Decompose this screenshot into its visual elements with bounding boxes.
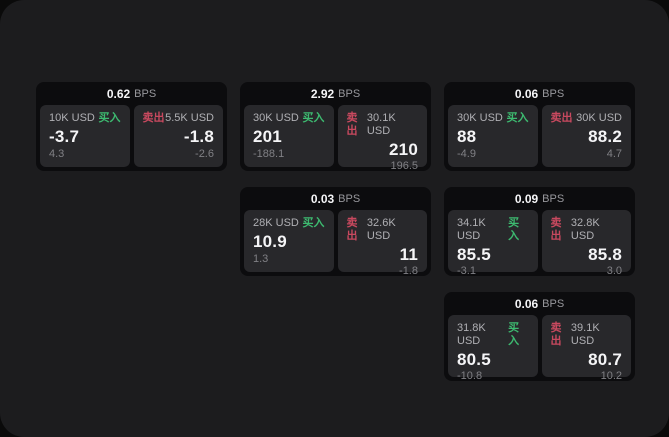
sell-price: 210: [389, 140, 418, 159]
bps-value: 2.92: [310, 86, 335, 101]
bps-header: 0.06 BPS: [448, 292, 631, 315]
sell-pane[interactable]: 卖出 30.1K USD 210 196.5: [337, 105, 427, 172]
buy-notional: 10K USD: [49, 112, 95, 124]
sell-price: -1.8: [183, 127, 214, 146]
sell-pane[interactable]: 卖出 30K USD 88.2 4.7: [541, 105, 631, 167]
sell-label: 卖出: [346, 217, 358, 242]
buy-label: 买入: [302, 112, 325, 124]
buy-delta: 1.3: [253, 253, 269, 265]
sell-label: 卖出: [346, 112, 358, 137]
bps-header: 0.03 BPS: [244, 187, 427, 210]
sell-price: 80.7: [588, 350, 622, 369]
buy-pane[interactable]: 34.1K USD 买入 85.5 -3.1: [448, 210, 538, 277]
bps-header: 2.92 BPS: [244, 82, 427, 105]
quote-card: 0.09 BPS 34.1K USD 买入 85.5 -3.1 卖出 32.8K…: [444, 187, 635, 277]
quote-card: 0.06 BPS 30K USD 买入 88 -4.9 卖出 30K USD 8…: [444, 82, 635, 171]
bps-unit-label: BPS: [542, 192, 565, 205]
buy-delta: -10.8: [457, 370, 483, 382]
sell-notional: 30.1K USD: [366, 112, 396, 137]
buy-label: 买入: [508, 217, 520, 242]
sell-label: 卖出: [550, 217, 562, 242]
sell-label: 卖出: [142, 112, 165, 124]
buy-delta: -188.1: [253, 148, 285, 160]
quote-card: 2.92 BPS 30K USD 买入 201 -188.1 卖出 30.1K …: [240, 82, 431, 172]
buy-label: 买入: [98, 112, 121, 124]
buy-pane[interactable]: 31.8K USD 买入 80.5 -10.8: [448, 315, 538, 382]
bps-unit-label: BPS: [542, 87, 565, 100]
sell-notional: 30K USD: [576, 112, 622, 124]
buy-delta: -4.9: [457, 148, 476, 160]
sell-pane[interactable]: 卖出 32.8K USD 85.8 3.0: [541, 210, 631, 277]
sell-price: 11: [399, 245, 418, 264]
sell-delta: 196.5: [390, 160, 418, 172]
quote-card: 0.03 BPS 28K USD 买入 10.9 1.3 卖出 32.6K US…: [240, 187, 431, 277]
sell-pane[interactable]: 卖出 39.1K USD 80.7 10.2: [541, 315, 631, 382]
bps-value: 0.06: [514, 86, 539, 101]
buy-price: 85.5: [457, 245, 491, 264]
buy-pane[interactable]: 28K USD 买入 10.9 1.3: [244, 210, 334, 272]
sell-delta: 3.0: [606, 265, 622, 277]
buy-delta: 4.3: [49, 148, 65, 160]
buy-notional: 30K USD: [457, 112, 503, 124]
sell-pane[interactable]: 卖出 5.5K USD -1.8 -2.6: [133, 105, 223, 167]
buy-price: -3.7: [49, 127, 80, 146]
buy-pane[interactable]: 10K USD 买入 -3.7 4.3: [40, 105, 130, 167]
buy-pane[interactable]: 30K USD 买入 88 -4.9: [448, 105, 538, 167]
quote-card: 0.06 BPS 31.8K USD 买入 80.5 -10.8 卖出 39.1…: [444, 292, 635, 382]
bps-value: 0.06: [514, 296, 539, 311]
bps-header: 0.09 BPS: [448, 187, 631, 210]
buy-notional: 31.8K USD: [457, 322, 486, 347]
buy-label: 买入: [506, 112, 529, 124]
sell-delta: -2.6: [195, 148, 214, 160]
sell-notional: 5.5K USD: [165, 112, 214, 124]
sell-notional: 32.6K USD: [366, 217, 396, 242]
buy-delta: -3.1: [457, 265, 476, 277]
buy-notional: 28K USD: [253, 217, 299, 229]
bps-header: 0.62 BPS: [40, 82, 223, 105]
buy-price: 88: [457, 127, 477, 146]
bps-value: 0.09: [514, 191, 539, 206]
sell-delta: 4.7: [606, 148, 622, 160]
sell-delta: 10.2: [600, 370, 622, 382]
buy-price: 201: [253, 127, 282, 146]
buy-label: 买入: [302, 217, 325, 229]
buy-notional: 34.1K USD: [457, 217, 486, 242]
bps-value: 0.62: [106, 86, 131, 101]
sell-notional: 32.8K USD: [570, 217, 600, 242]
bps-unit-label: BPS: [134, 87, 157, 100]
sell-notional: 39.1K USD: [570, 322, 600, 347]
bps-value: 0.03: [310, 191, 335, 206]
sell-label: 卖出: [550, 322, 562, 347]
sell-price: 88.2: [588, 127, 622, 146]
buy-price: 80.5: [457, 350, 491, 369]
sell-pane[interactable]: 卖出 32.6K USD 11 -1.8: [337, 210, 427, 277]
buy-pane[interactable]: 30K USD 买入 201 -188.1: [244, 105, 334, 167]
sell-label: 卖出: [550, 112, 573, 124]
sell-price: 85.8: [588, 245, 622, 264]
bps-unit-label: BPS: [338, 192, 361, 205]
quote-card: 0.62 BPS 10K USD 买入 -3.7 4.3 卖出 5.5K USD…: [36, 82, 227, 171]
bps-unit-label: BPS: [338, 87, 361, 100]
buy-label: 买入: [508, 322, 520, 347]
buy-notional: 30K USD: [253, 112, 299, 124]
bps-unit-label: BPS: [542, 297, 565, 310]
sell-delta: -1.8: [399, 265, 418, 277]
bps-header: 0.06 BPS: [448, 82, 631, 105]
buy-price: 10.9: [253, 232, 287, 251]
